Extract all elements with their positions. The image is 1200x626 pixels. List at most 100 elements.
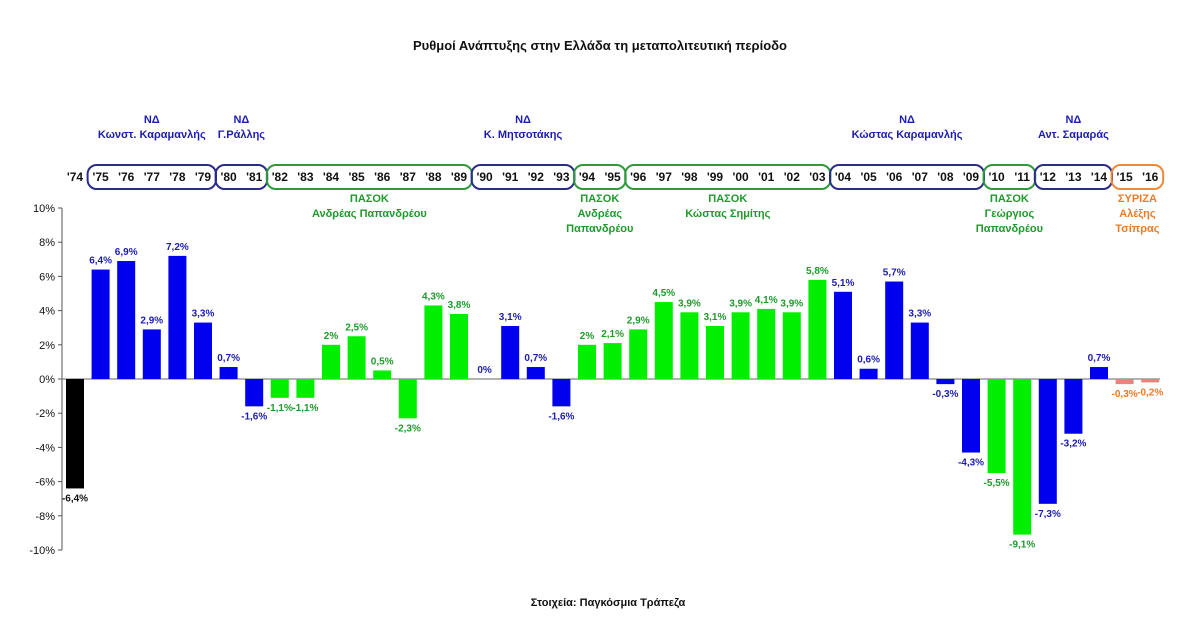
year-label: '94 (579, 170, 596, 184)
y-tick-label: -6% (35, 477, 55, 489)
year-label: '82 (272, 170, 289, 184)
year-label: '84 (323, 170, 340, 184)
bar (501, 325, 520, 379)
data-label: -2,3% (395, 423, 421, 434)
year-label: '13 (1065, 170, 1082, 184)
bar (1115, 379, 1134, 385)
bar (373, 370, 392, 379)
bar (987, 379, 1006, 474)
year-label: '93 (553, 170, 570, 184)
year-label: '83 (297, 170, 314, 184)
data-label: -0,3% (932, 389, 958, 400)
bar (629, 329, 648, 379)
data-label: -1,6% (241, 411, 267, 422)
year-label: '10 (988, 170, 1005, 184)
year-label: '78 (169, 170, 186, 184)
bar (706, 325, 724, 379)
data-label: -0,2% (1137, 387, 1163, 398)
bar (578, 344, 596, 379)
year-label: '06 (886, 170, 903, 184)
period-boxes (86, 164, 1165, 190)
data-label: 6,9% (115, 247, 138, 258)
data-label: 0,7% (524, 353, 547, 364)
year-label: '00 (732, 170, 749, 184)
year-label: '12 (1040, 170, 1057, 184)
bar (680, 312, 699, 379)
data-label: 7,2% (166, 242, 189, 253)
period-party-label: ΝΔ (233, 114, 249, 126)
period-leader-label: Παπανδρέου (976, 223, 1043, 235)
period-party-label: ΝΔ (1065, 114, 1081, 126)
bar (1064, 379, 1083, 434)
year-label: '02 (784, 170, 801, 184)
period-box (829, 164, 985, 190)
year-label: '08 (937, 170, 954, 184)
bar (117, 261, 136, 379)
period-party-label: ΣΥΡΙΖΑ (1118, 193, 1157, 205)
period-labels: ΝΔ Κωνστ. Καραμανλής ΝΔ Γ.Ράλλης ΠΑΣΟΚ Ανδρέα… (98, 114, 1160, 235)
year-label: '77 (144, 170, 161, 184)
period-party-label: ΠΑΣΟΚ (580, 193, 619, 205)
period-leader-label: Γ.Ράλλης (218, 129, 266, 141)
period-leader-label: Αλέξης (1119, 208, 1156, 220)
bar (526, 367, 545, 379)
bar (910, 322, 929, 379)
year-label: '79 (195, 170, 212, 184)
year-label: '15 (1116, 170, 1133, 184)
data-label: 5,8% (806, 266, 829, 277)
bar (1141, 379, 1160, 383)
period-party-label: ΝΔ (515, 114, 531, 126)
data-label: 3,9% (729, 298, 752, 309)
data-label: 3,3% (192, 309, 215, 320)
bar (1038, 379, 1057, 504)
year-label: '74 (67, 170, 84, 184)
y-tick-label: -4% (35, 442, 55, 454)
bar (962, 379, 980, 453)
year-label: '07 (912, 170, 929, 184)
bar (91, 269, 110, 379)
year-label: '80 (220, 170, 237, 184)
bar (424, 305, 443, 379)
data-label: -1,1% (292, 403, 318, 414)
period-leader-label: Ανδρέας Παπανδρέου (312, 208, 427, 220)
data-label: -0,3% (1112, 389, 1138, 400)
period-party-label: ΝΔ (899, 114, 915, 126)
year-label: '88 (425, 170, 442, 184)
bar (322, 344, 340, 379)
data-label: 2% (324, 331, 339, 342)
year-labels: '74 '75 '76 '77 '78 '79 '80 '81 '82 '83 '84 '85 '86 '… (67, 170, 1159, 184)
bar (782, 312, 801, 379)
y-tick-label: 6% (39, 271, 55, 283)
year-label: '89 (451, 170, 468, 184)
bar (834, 291, 852, 379)
data-label: 4,3% (422, 291, 445, 302)
bar (1013, 379, 1032, 535)
data-label: -6,4% (62, 493, 88, 504)
year-label: '96 (630, 170, 647, 184)
data-label: 6,4% (89, 256, 112, 267)
bar (808, 279, 827, 379)
bar (731, 312, 750, 379)
y-tick-label: 4% (39, 306, 55, 318)
data-label: 4,1% (755, 295, 778, 306)
year-label: '05 (860, 170, 877, 184)
data-label: -7,3% (1035, 509, 1061, 520)
year-label: '03 (809, 170, 826, 184)
bar (168, 255, 187, 379)
bar (757, 308, 776, 379)
data-label: 5,1% (832, 278, 855, 289)
data-label: -4,3% (958, 458, 984, 469)
bars (66, 255, 1160, 535)
chart-title: Ρυθμοί Ανάπτυξης στην Ελλάδα τη μεταπολι… (413, 38, 787, 53)
year-label: '76 (118, 170, 135, 184)
period-box (1110, 164, 1165, 190)
year-label: '14 (1091, 170, 1108, 184)
period-leader-label: Κώστας Σημίτης (685, 208, 770, 220)
year-label: '99 (707, 170, 724, 184)
data-label: 3,3% (908, 309, 931, 320)
data-label: 3,9% (780, 298, 803, 309)
bar (296, 379, 315, 398)
year-label: '98 (681, 170, 698, 184)
data-label: 0% (477, 365, 492, 376)
